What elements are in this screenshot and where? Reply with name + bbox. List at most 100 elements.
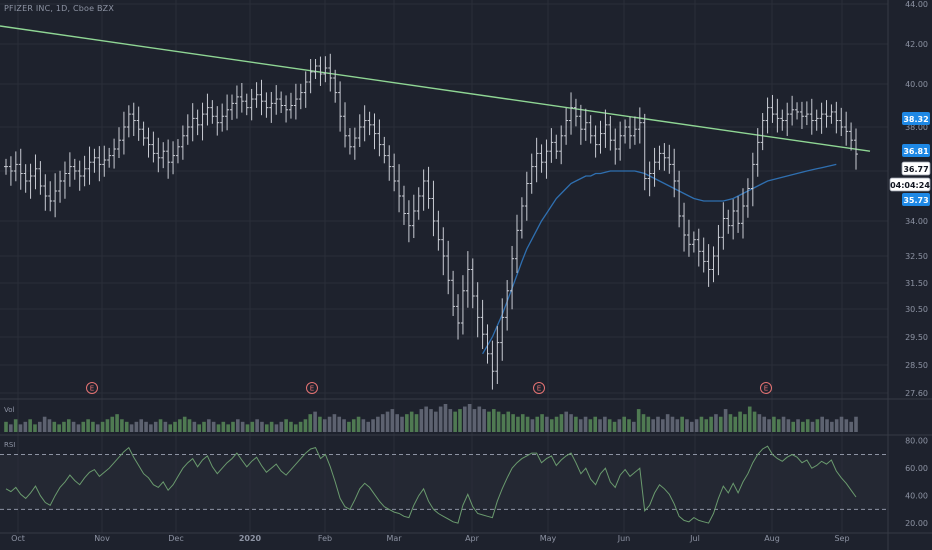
volume-bar [47,419,52,432]
volume-bar [303,419,308,432]
volume-bar [95,424,100,432]
ohlc-bar [426,166,431,209]
volume-bar [192,421,197,432]
ohlc-bar [485,324,490,364]
price-badges: 38.32 36.81 36.77 04:04:24 35.73 [889,112,931,206]
volume-bar [298,421,303,432]
volume-bar [52,421,57,432]
ohlc-bar [372,113,377,150]
volume-bar [651,419,655,432]
ohlc-bar [303,71,308,108]
ohlc-bar [18,148,23,190]
volume-bar [786,419,791,432]
ohlc-bar [814,109,819,131]
volume-bar [178,419,182,432]
volume-bar [366,421,371,432]
volume-bar [516,416,520,432]
earnings-marker: E [86,382,98,394]
volume-bar [284,419,288,432]
volume-bar [327,416,332,432]
price-tick-label: 31.50 [905,279,928,288]
volume-bar [33,424,37,432]
ohlc-bar [23,164,28,193]
ohlc-bar [333,69,338,103]
volume-bar [709,416,713,432]
ohlc-bar [672,148,677,198]
ohlc-bar [352,127,357,160]
volume-bar [530,419,535,432]
ohlc-bar [849,122,854,151]
volume-bar [733,416,738,432]
volume-bar [622,416,626,432]
ohlc-bar [102,145,107,177]
ohlc-bar [755,128,760,177]
volume-bar [554,416,559,432]
price-badge: 35.73 [902,193,930,206]
volume-bar [409,411,414,432]
volume-bar [834,419,839,432]
volume-bar [115,414,119,432]
moving-average-layer [482,163,837,355]
ohlc-bar [323,56,328,83]
volume-bar [646,416,651,432]
ohlc-bar [480,299,485,350]
ohlc-bar [416,187,421,220]
ohlc-bar [569,92,574,135]
volume-bar [260,421,264,432]
ohlc-bar [465,251,470,308]
ohlc-bar [230,94,235,120]
volume-bar [564,411,569,432]
volume-bar [569,414,573,432]
ohlc-bar [136,106,141,141]
ohlc-bar [760,113,765,151]
volume-bar [153,421,158,432]
price-badge-label: 35.73 [903,196,928,205]
volume-bar [139,419,144,432]
ohlc-bar [775,98,780,133]
volume-bar [81,421,86,432]
ohlc-bar [377,119,382,157]
ohlc-bar [347,128,352,155]
volume-bar [849,421,853,432]
volume-bar [361,419,366,432]
ohlc-bar [362,105,367,142]
ohlc-bar [121,111,126,155]
volume-bar [694,419,699,432]
price-badge-label: 04:04:24 [890,181,930,190]
volume-bar [704,419,709,432]
volume-bar [134,421,139,432]
volume-bar [197,424,201,432]
ohlc-bar [397,164,402,213]
ohlc-bar [126,105,131,138]
ohlc-bar [259,79,264,116]
volume-bar [540,414,544,432]
volume-bar [805,419,810,432]
volume-bar [665,414,670,432]
volume-bar [168,424,173,432]
volume-bar [738,411,742,432]
x-tick-label: Jul [689,534,700,543]
ohlc-bar [33,154,38,190]
volume-bars [4,404,858,432]
earnings-marker: E [760,382,772,394]
ohlc-bar [652,147,657,187]
ohlc-bar [156,137,161,173]
ohlc-bar [514,214,519,274]
ohlc-bar [190,103,195,142]
ohlc-bar [146,127,151,158]
volume-bar [593,416,598,432]
x-tick-label: Oct [11,534,25,543]
ohlc-bar [151,131,156,163]
volume-bar [680,416,684,432]
volume-bar [632,421,636,432]
volume-bar [467,404,472,432]
volume-bar [129,424,134,432]
ohlc-bar [721,202,726,250]
volume-bar [86,419,90,432]
ohlc-bar [175,139,180,164]
volume-bar [332,414,337,432]
ohlc-bar [682,202,687,252]
volume-bar [337,416,342,432]
ohlc-bar [13,151,18,182]
